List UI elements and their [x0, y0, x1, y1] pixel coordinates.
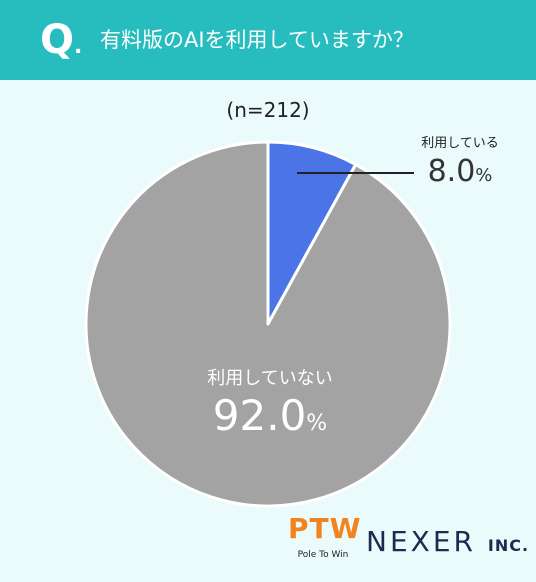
- slice-value-not-used: 92.0%: [212, 391, 328, 440]
- q-mark-icon: Q.: [40, 17, 83, 63]
- sample-size: (n=212): [226, 98, 310, 122]
- question-header: Q. 有料版のAIを利用していますか？: [0, 0, 536, 80]
- slice-value-used: 8.0%: [427, 154, 493, 189]
- pie-slice-not-used: [84, 140, 452, 508]
- ptw-logo: PTW Pole To Win: [288, 512, 362, 561]
- question-text: 有料版のAIを利用していますか？: [100, 28, 414, 52]
- pie-slice-used: [266, 140, 358, 326]
- slice-label-not-used: 利用していない: [207, 368, 333, 389]
- slice-label-used: 利用している: [421, 136, 499, 151]
- nexer-logo: NEXER INC.: [366, 525, 530, 558]
